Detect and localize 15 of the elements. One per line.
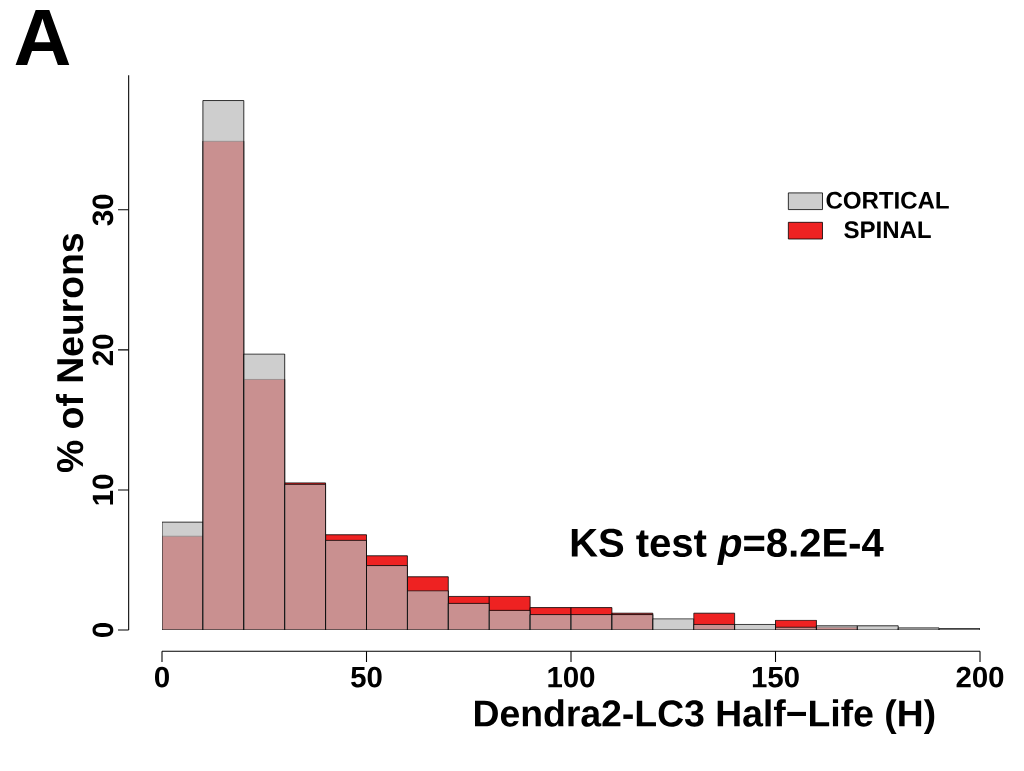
- x-tick-label: 0: [154, 666, 169, 688]
- legend-label: CORTICAL: [826, 191, 949, 209]
- y-tick-label: 0: [92, 623, 114, 638]
- annotation: KS test p=8.2E-4: [571, 528, 884, 565]
- x-tick-label: 200: [956, 666, 1004, 688]
- y-tick-label: 10: [92, 474, 114, 505]
- x-axis-title: Dendra2-LC3 Half−Life (H): [475, 699, 935, 735]
- y-axis-title: % of Neurons: [55, 233, 84, 473]
- y-tick-label: 30: [92, 194, 114, 226]
- y-tick-label: 20: [92, 334, 114, 366]
- legend-label: SPINAL: [844, 221, 931, 239]
- chart-title: A: [15, 9, 70, 65]
- x-tick-label: 150: [752, 666, 799, 688]
- x-tick-label: 50: [351, 666, 382, 688]
- x-tick-label: 100: [548, 666, 595, 688]
